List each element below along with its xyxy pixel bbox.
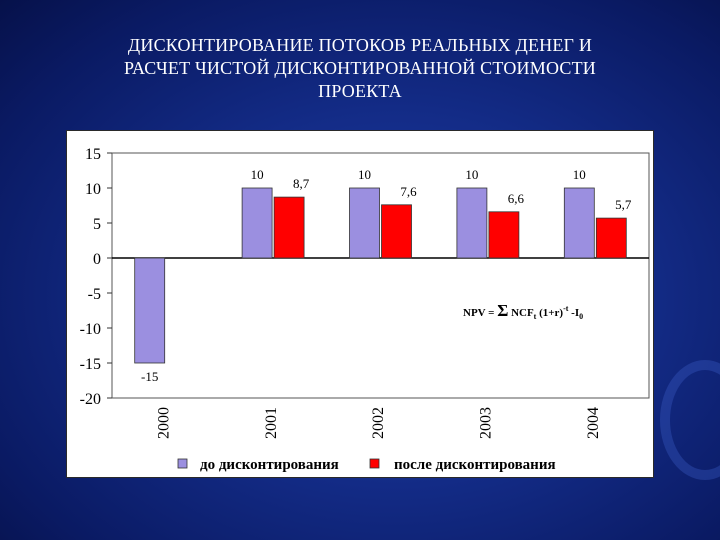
slide-title-line-3: ПРОЕКТА [318, 81, 402, 101]
x-tick-label: 2000 [155, 407, 172, 439]
bar-before-discounting [563, 187, 595, 259]
npv-formula: NPV = Σ NCFt (1+r)-t -I0 [463, 301, 583, 321]
bar-before-discounting [134, 257, 166, 364]
legend-label-after: после дисконтирования [394, 457, 556, 473]
bar-after-discounting [595, 217, 627, 259]
data-label: 5,7 [615, 197, 632, 212]
data-label: -15 [141, 369, 158, 384]
x-tick-label: 2001 [263, 407, 280, 439]
legend-label-before: до дисконтирования [200, 457, 339, 473]
data-label: 7,6 [400, 184, 417, 199]
chart-frame: 15 10 5 0 -5 -10 -15 -20 2000 -15 2001 10 8,7 2002 10 7… [66, 130, 654, 478]
y-tick-label: 5 [93, 216, 101, 233]
legend-swatch-after [369, 458, 380, 469]
bar-before-discounting [349, 187, 380, 259]
plot-area [111, 152, 650, 399]
y-tick-label: -15 [80, 356, 101, 373]
slide-title: ДИСКОНТИРОВАНИЕ ПОТОКОВ РЕАЛЬНЫХ ДЕНЕГ И… [40, 34, 680, 103]
bar-before-discounting [241, 187, 273, 259]
bar-after-discounting [381, 204, 412, 259]
data-label: 10 [573, 167, 586, 182]
y-tick-label: 0 [93, 251, 101, 268]
y-tick-label: -10 [80, 321, 101, 338]
data-label: 8,7 [293, 176, 310, 191]
data-label: 6,6 [508, 191, 525, 206]
y-tick-label: 10 [85, 181, 101, 198]
data-label: 10 [251, 167, 264, 182]
bar-chart: 15 10 5 0 -5 -10 -15 -20 2000 -15 2001 10 8,7 2002 10 7… [80, 146, 650, 473]
y-tick-label: -5 [88, 286, 101, 303]
x-tick-label: 2002 [370, 407, 387, 439]
y-tick-label: -20 [80, 391, 101, 408]
slide-title-line-1: ДИСКОНТИРОВАНИЕ ПОТОКОВ РЕАЛЬНЫХ ДЕНЕГ И [127, 35, 593, 55]
bar-before-discounting [456, 187, 488, 259]
bar-after-discounting [488, 211, 520, 259]
y-tick-label: 15 [85, 146, 101, 163]
data-label: 10 [358, 167, 371, 182]
x-tick-label: 2004 [585, 407, 602, 439]
data-label: 10 [465, 167, 478, 182]
slide-title-line-2: РАСЧЕТ ЧИСТОЙ ДИСКОНТИРОВАННОЙ СТОИМОСТИ [124, 58, 596, 78]
legend-swatch-before [177, 458, 188, 469]
bar-after-discounting [273, 196, 305, 259]
x-tick-label: 2003 [478, 407, 495, 439]
decorative-swirl [660, 360, 720, 480]
